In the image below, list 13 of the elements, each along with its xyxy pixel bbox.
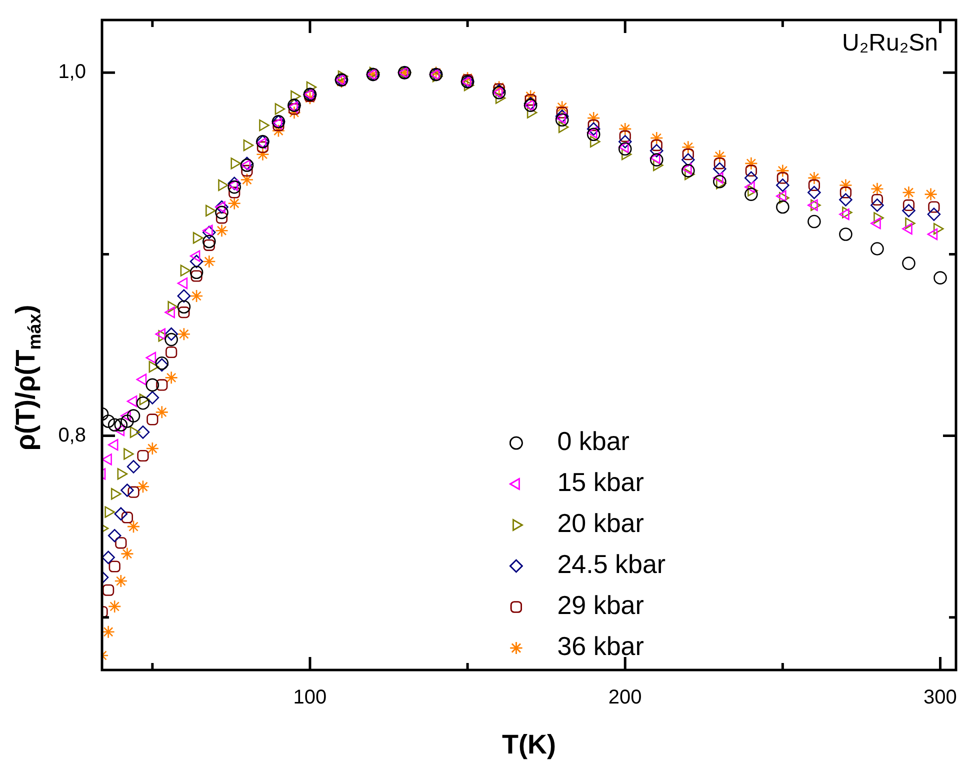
x-tick-label: 100 xyxy=(293,686,327,709)
annotation: U₂Ru₂Sn xyxy=(842,30,938,57)
legend-label: 24.5 kbar xyxy=(557,549,666,580)
legend-label: 36 kbar xyxy=(557,631,644,662)
x-tick-label: 300 xyxy=(924,686,957,709)
y-tick-label: 1,0 xyxy=(58,61,86,84)
legend-label: 29 kbar xyxy=(557,590,644,620)
x-tick-label: 200 xyxy=(608,686,642,709)
legend-label: 0 kbar xyxy=(557,426,630,456)
x-axis-title: T(K) xyxy=(502,729,556,760)
legend-label: 20 kbar xyxy=(557,508,644,538)
y-tick-label: 0,8 xyxy=(58,424,86,446)
legend-label: 15 kbar xyxy=(557,467,644,498)
